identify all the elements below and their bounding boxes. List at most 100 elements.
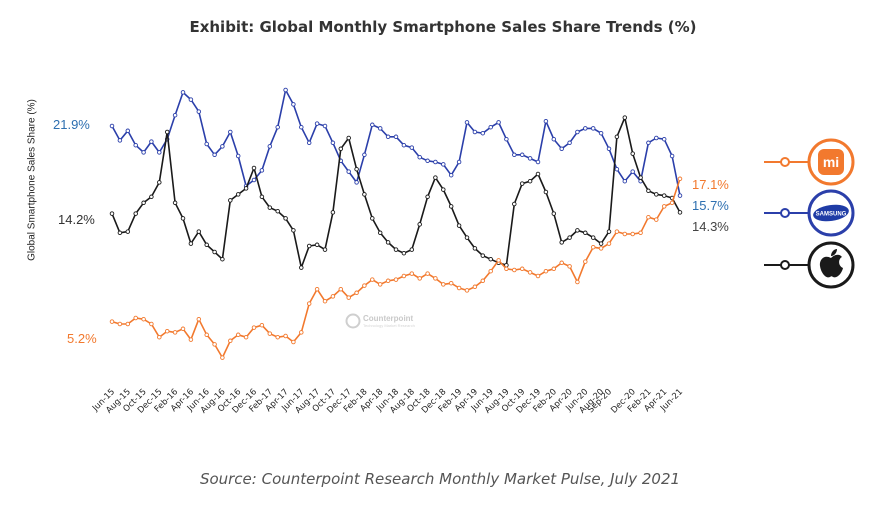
data-point-samsung (456, 159, 462, 165)
data-point-apple (425, 194, 430, 200)
annotation-blue-end: 15.7% (692, 198, 729, 213)
watermark-name: Counterpoint (363, 314, 414, 323)
data-point-apple (677, 210, 683, 215)
data-point-xiaomi (220, 355, 225, 360)
data-point-xiaomi (575, 279, 580, 285)
data-point-samsung (235, 153, 241, 159)
data-point-apple (519, 181, 525, 186)
data-point-samsung (109, 123, 115, 129)
data-point-apple (614, 134, 620, 140)
data-point-samsung (385, 134, 391, 140)
data-point-xiaomi (338, 286, 344, 292)
data-point-apple (456, 223, 462, 228)
data-point-samsung (496, 120, 501, 125)
data-point-xiaomi (606, 241, 612, 246)
annotation-black-end: 14.3% (692, 219, 729, 234)
apple-logo-leaf (831, 249, 837, 256)
data-point-samsung (204, 141, 209, 147)
data-point-xiaomi (401, 273, 407, 279)
data-point-xiaomi (433, 276, 438, 281)
data-point-xiaomi (504, 266, 509, 272)
data-point-samsung (519, 152, 525, 158)
data-point-xiaomi (370, 277, 375, 282)
data-point-xiaomi (464, 288, 470, 293)
data-point-apple (567, 235, 572, 240)
data-point-samsung (259, 168, 265, 173)
data-point-samsung (188, 97, 194, 102)
series-line-xiaomi (111, 178, 681, 359)
legend-apple (764, 241, 855, 289)
data-point-apple (346, 135, 351, 141)
data-point-samsung (291, 102, 296, 107)
data-point-xiaomi (677, 176, 683, 182)
data-point-xiaomi (322, 298, 328, 304)
data-point-xiaomi (235, 332, 241, 338)
data-point-apple (259, 194, 265, 200)
data-point-samsung (669, 153, 675, 159)
data-point-xiaomi (622, 231, 628, 237)
data-point-samsung (535, 159, 541, 165)
data-point-samsung (441, 162, 446, 167)
data-point-samsung (409, 145, 415, 150)
data-point-samsung (504, 136, 509, 142)
data-point-apple (267, 205, 273, 210)
data-point-apple (283, 216, 288, 221)
data-point-apple (196, 229, 202, 234)
annotation-black-start: 14.2% (58, 212, 95, 227)
data-point-apple (133, 211, 138, 216)
data-point-xiaomi (141, 316, 146, 322)
data-point-samsung (527, 156, 533, 161)
data-point-xiaomi (109, 319, 115, 324)
data-point-apple (228, 198, 233, 203)
data-point-samsung (512, 152, 517, 158)
data-point-apple (630, 151, 635, 156)
data-point-xiaomi (362, 283, 367, 288)
data-point-apple (180, 216, 186, 221)
data-point-xiaomi (654, 217, 659, 222)
data-point-apple (338, 146, 344, 152)
data-point-samsung (614, 166, 620, 172)
data-point-samsung (464, 120, 470, 125)
data-point-samsung (551, 136, 557, 142)
data-point-xiaomi (133, 315, 138, 321)
data-point-samsung (567, 140, 572, 146)
data-point-xiaomi (251, 325, 257, 330)
data-point-apple (370, 216, 375, 221)
data-point-apple (575, 228, 580, 233)
data-point-apple (291, 228, 296, 233)
data-point-apple (535, 171, 541, 177)
data-point-samsung (157, 150, 162, 155)
data-point-apple (314, 242, 320, 248)
data-point-apple (235, 192, 241, 197)
data-point-apple (354, 166, 359, 172)
data-point-samsung (646, 140, 651, 146)
data-point-samsung (354, 180, 359, 185)
data-point-xiaomi (567, 264, 572, 269)
data-point-xiaomi (590, 244, 596, 250)
data-point-samsung (117, 138, 123, 143)
data-point-xiaomi (512, 267, 517, 273)
data-point-xiaomi (448, 280, 454, 286)
data-point-apple (299, 265, 304, 270)
data-point-samsung (133, 142, 138, 148)
legend-xiaomi: mi (764, 138, 855, 186)
xiaomi-logo-badge (818, 149, 844, 175)
data-point-samsung (275, 124, 280, 130)
data-point-apple (385, 240, 391, 245)
data-point-apple (638, 175, 643, 180)
data-point-xiaomi (196, 316, 202, 322)
data-point-apple (117, 230, 123, 236)
data-point-xiaomi (125, 321, 131, 327)
data-point-apple (543, 189, 549, 195)
data-point-samsung (401, 142, 407, 148)
data-point-xiaomi (535, 273, 541, 279)
data-point-apple (464, 235, 470, 240)
data-point-samsung (433, 159, 438, 165)
data-point-xiaomi (314, 286, 320, 292)
data-point-samsung (314, 121, 320, 126)
data-point-apple (551, 211, 557, 216)
data-point-samsung (393, 134, 399, 140)
data-point-xiaomi (117, 321, 123, 327)
data-point-samsung (559, 146, 564, 152)
